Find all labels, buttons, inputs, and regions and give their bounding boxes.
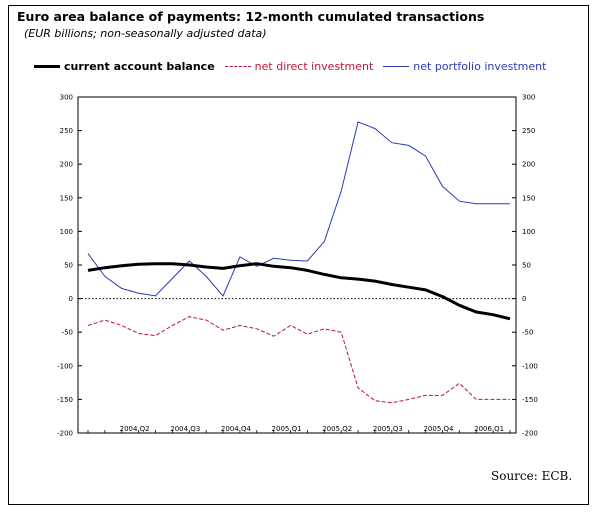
legend-swatch-portfolio — [383, 65, 410, 67]
legend-label-fdi: net direct investment — [254, 59, 374, 73]
y-tick-label-left: 150 — [60, 194, 73, 202]
y-tick-label-left: -150 — [57, 396, 73, 404]
x-tick-label: 2004 Q2 — [120, 425, 150, 433]
y-tick-label-right: -100 — [522, 362, 538, 370]
chart-legend: current account balance net direct inves… — [34, 57, 556, 75]
x-tick-label: 2004 Q4 — [221, 425, 252, 433]
legend-label-portfolio: net portfolio investment — [413, 59, 547, 73]
x-tick-label: 2004 Q3 — [170, 425, 200, 433]
y-tick-label-left: 0 — [69, 295, 73, 303]
series-line-fdi — [87, 316, 510, 404]
y-tick-label-left: 300 — [60, 94, 73, 102]
series-line-cab — [87, 262, 511, 321]
y-tick-label-left: 50 — [64, 262, 73, 270]
y-tick-label-right: 200 — [522, 161, 535, 169]
chart-frame — [8, 5, 589, 505]
y-tick-label-right: -50 — [522, 329, 533, 337]
legend-item-cab: current account balance — [34, 60, 215, 73]
legend-label-cab: current account balance — [64, 59, 215, 73]
y-tick-label-right: -150 — [522, 396, 538, 404]
x-tick-label: 2006 Q1 — [474, 425, 504, 433]
y-tick-label-right: 100 — [522, 228, 535, 236]
y-tick-label-left: -100 — [57, 362, 73, 370]
y-tick-label-left: -50 — [62, 329, 73, 337]
x-tick-label: 2005 Q3 — [373, 425, 403, 433]
y-tick-label-right: 0 — [522, 295, 526, 303]
legend-swatch-cab — [34, 64, 60, 68]
y-tick-label-right: -200 — [522, 430, 538, 438]
series-line-portfolio — [87, 121, 510, 297]
y-tick-label-left: 100 — [60, 228, 73, 236]
x-tick-label: 2005 Q1 — [272, 425, 302, 433]
legend-item-portfolio: net portfolio investment — [383, 60, 546, 73]
y-tick-label-left: -200 — [57, 430, 73, 438]
source-note: Source: ECB. — [491, 469, 573, 483]
x-tick-label: 2005 Q2 — [322, 425, 352, 433]
y-tick-label-right: 50 — [522, 262, 531, 270]
chart-title: Euro area balance of payments: 12-month … — [17, 9, 485, 24]
y-tick-label-left: 200 — [60, 161, 73, 169]
legend-item-fdi: net direct investment — [224, 59, 374, 73]
y-tick-label-right: 250 — [522, 127, 535, 135]
y-tick-label-right: 150 — [522, 194, 535, 202]
y-tick-label-left: 250 — [60, 127, 73, 135]
y-tick-label-right: 300 — [522, 94, 535, 102]
legend-swatch-fdi — [224, 65, 251, 67]
x-tick-label: 2005 Q4 — [423, 425, 454, 433]
chart-subtitle: (EUR billions; non-seasonally adjusted d… — [24, 27, 267, 40]
